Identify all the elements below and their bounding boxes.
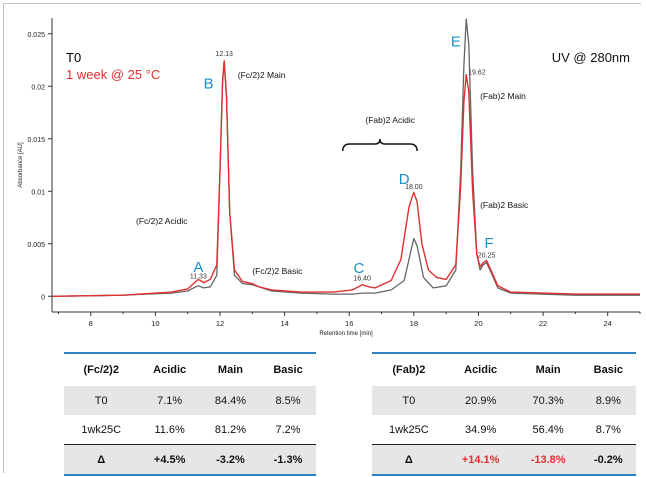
table-header-cell: Main xyxy=(515,352,581,386)
delta-cell: -1.3% xyxy=(260,444,316,476)
table-row: 1wk25C 34.9% 56.4% 8.7% xyxy=(372,415,636,445)
retention-time-label: 12.13 xyxy=(215,51,233,58)
delta-row: Δ +4.5% -3.2% -1.3% xyxy=(64,444,316,476)
table-cell: 8.9% xyxy=(580,386,636,415)
x-tick-label: 14 xyxy=(280,319,288,328)
x-tick-label: 10 xyxy=(151,319,159,328)
y-tick-label: 0.02 xyxy=(31,84,45,91)
retention-time-label: 11.33 xyxy=(190,273,207,280)
y-tick-label: 0.01 xyxy=(31,189,45,196)
y-tick-label: 0.015 xyxy=(27,137,45,144)
table-row: T0 20.9% 70.3% 8.9% xyxy=(372,386,636,415)
peak-letter-label: C xyxy=(354,260,365,277)
table-cell: 70.3% xyxy=(515,386,581,415)
delta-cell: -13.8% xyxy=(515,444,581,476)
fc2-results-table: (Fc/2)2 Acidic Main Basic T0 7.1% 84.4% … xyxy=(64,352,316,476)
peak-annotation: (Fc/2)2 Main xyxy=(238,70,286,80)
x-tick-label: 24 xyxy=(604,319,612,328)
y-tick-label: 0.025 xyxy=(27,32,45,39)
x-tick-label: 18 xyxy=(410,319,418,328)
y-tick-label: 0.005 xyxy=(27,242,45,249)
peak-letter-label: A xyxy=(193,259,203,276)
peak-letter-label: D xyxy=(399,171,410,188)
table-cell: 20.9% xyxy=(445,386,516,415)
fab2-acidic-brace xyxy=(342,138,418,152)
peak-annotation: (Fab)2 Basic xyxy=(480,200,529,210)
table-header-cell: Acidic xyxy=(445,352,516,386)
peak-annotation: (Fab)2 Main xyxy=(480,91,526,101)
peak-annotation: (Fab)2 Acidic xyxy=(365,115,415,125)
x-tick-label: 22 xyxy=(539,319,547,328)
delta-cell: Δ xyxy=(64,444,139,476)
table-header-cell: Basic xyxy=(260,352,316,386)
table-cell: 8.5% xyxy=(260,386,316,415)
delta-cell: -0.2% xyxy=(580,444,636,476)
table-cell: 1wk25C xyxy=(388,423,429,436)
x-tick-label: 8 xyxy=(89,319,93,328)
table-cell: 7.2% xyxy=(275,423,301,436)
table-header-cell: Main xyxy=(200,352,261,386)
detector-label: UV @ 280nm xyxy=(552,50,630,65)
table-cell: T0 xyxy=(372,386,446,415)
table-cell: 11.6% xyxy=(154,423,185,436)
delta-cell: -3.2% xyxy=(200,444,261,476)
table-header-cell: (Fab)2 xyxy=(372,352,446,386)
y-axis-label: Absorbance [AU] xyxy=(18,142,24,188)
fab2-results-table: (Fab)2 Acidic Main Basic T0 20.9% 70.3% … xyxy=(372,352,636,476)
table-cell: 1wk25C xyxy=(81,423,122,436)
peak-annotation: (Fc/2)2 Basic xyxy=(252,266,303,276)
retention-time-label: 20.25 xyxy=(478,252,496,259)
table-cell: 8.7% xyxy=(595,423,621,436)
legend-1wk25c: 1 week @ 25 °C xyxy=(66,67,160,82)
retention-time-label: 16.40 xyxy=(353,276,371,283)
peak-letter-label: B xyxy=(204,75,214,92)
table-cell: 34.9% xyxy=(465,423,497,436)
chromatogram-chart: 0 0.005 0.01 0.015 0.02 0.025 8 10 12 14 16 18 20 22 2… xyxy=(18,18,641,337)
figure-frame xyxy=(3,3,641,473)
legend-t0: T0 xyxy=(66,50,81,65)
table-row: 1wk25C 11.6% 81.2% 7.2% xyxy=(64,415,316,445)
table-header-cell: Acidic xyxy=(138,352,201,386)
table-cell: 7.1% xyxy=(138,386,201,415)
table-header-cell: Basic xyxy=(580,352,636,386)
x-axis-label: Retention time [min] xyxy=(319,331,373,337)
delta-cell: Δ xyxy=(372,444,446,476)
retention-time-label: 19.62 xyxy=(468,70,486,77)
x-tick-label: 16 xyxy=(345,319,353,328)
table-cell: T0 xyxy=(64,386,139,415)
y-tick-label: 0 xyxy=(41,294,45,301)
table-row: T0 7.1% 84.4% 8.5% xyxy=(64,386,316,415)
peak-letter-label: F xyxy=(485,235,494,252)
table-cell: 56.4% xyxy=(532,423,564,436)
delta-cell: +4.5% xyxy=(138,444,201,476)
table-header-row: (Fc/2)2 Acidic Main Basic xyxy=(64,352,316,386)
retention-time-label: 18.00 xyxy=(405,184,423,191)
x-tick-label: 20 xyxy=(474,319,482,328)
delta-cell: +14.1% xyxy=(445,444,516,476)
x-tick-label: 12 xyxy=(216,319,224,328)
peak-annotation: (Fc/2)2 Acidic xyxy=(136,216,188,226)
table-header-row: (Fab)2 Acidic Main Basic xyxy=(372,352,636,386)
delta-row: Δ +14.1% -13.8% -0.2% xyxy=(372,444,636,476)
series-line-1wk25c xyxy=(51,60,640,297)
table-header-cell: (Fc/2)2 xyxy=(64,352,139,386)
table-cell: 81.2% xyxy=(214,423,247,436)
peak-letter-label: E xyxy=(451,33,461,50)
table-cell: 84.4% xyxy=(200,386,261,415)
